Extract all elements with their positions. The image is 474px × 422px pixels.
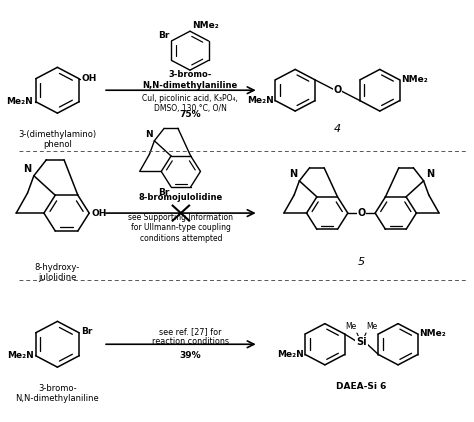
Text: NMe₂: NMe₂ bbox=[192, 21, 219, 30]
Text: see Supporting Information
for Ullmann-type coupling
conditions attempted: see Supporting Information for Ullmann-t… bbox=[128, 213, 233, 243]
Text: Si: Si bbox=[356, 337, 367, 347]
Text: 3-(dimethylamino)
phenol: 3-(dimethylamino) phenol bbox=[18, 130, 97, 149]
Text: DAEA-Si 6: DAEA-Si 6 bbox=[336, 381, 387, 390]
Text: Me₂N: Me₂N bbox=[7, 351, 34, 360]
Text: O: O bbox=[333, 85, 342, 95]
Text: N: N bbox=[289, 169, 297, 179]
Text: OH: OH bbox=[92, 208, 107, 218]
Text: 75%: 75% bbox=[179, 110, 201, 119]
Text: O: O bbox=[357, 208, 365, 218]
Text: Me₂N: Me₂N bbox=[7, 97, 33, 106]
Text: Me₂N: Me₂N bbox=[247, 96, 273, 105]
Text: Br: Br bbox=[81, 327, 92, 336]
Text: CuI, picolinic acid, K₃PO₄,
DMSO, 130 °C, O/N: CuI, picolinic acid, K₃PO₄, DMSO, 130 °C… bbox=[142, 94, 238, 113]
Text: 39%: 39% bbox=[179, 351, 201, 360]
Text: Me: Me bbox=[346, 322, 357, 330]
Text: N: N bbox=[426, 169, 434, 179]
Text: 4: 4 bbox=[334, 124, 341, 133]
Text: 8-hydroxy-
julolidine: 8-hydroxy- julolidine bbox=[35, 263, 80, 282]
Text: Br: Br bbox=[158, 188, 169, 197]
Text: 3-bromo-
N,N-dimethylaniline: 3-bromo- N,N-dimethylaniline bbox=[142, 70, 237, 89]
Text: 5: 5 bbox=[358, 257, 365, 267]
Text: OH: OH bbox=[81, 74, 96, 83]
Text: NMe₂: NMe₂ bbox=[401, 75, 428, 84]
Text: N: N bbox=[145, 130, 153, 139]
Text: N: N bbox=[23, 164, 32, 174]
Text: Me₂N: Me₂N bbox=[277, 350, 303, 359]
Text: 3-bromo-
N,N-dimethylaniline: 3-bromo- N,N-dimethylaniline bbox=[16, 384, 99, 403]
Text: Me: Me bbox=[366, 322, 377, 330]
Text: see ref. [27] for
reaction conditions: see ref. [27] for reaction conditions bbox=[152, 327, 228, 346]
Text: Br: Br bbox=[158, 31, 170, 40]
Text: 8-bromojulolidine: 8-bromojulolidine bbox=[139, 193, 223, 202]
Text: NMe₂: NMe₂ bbox=[419, 330, 446, 338]
